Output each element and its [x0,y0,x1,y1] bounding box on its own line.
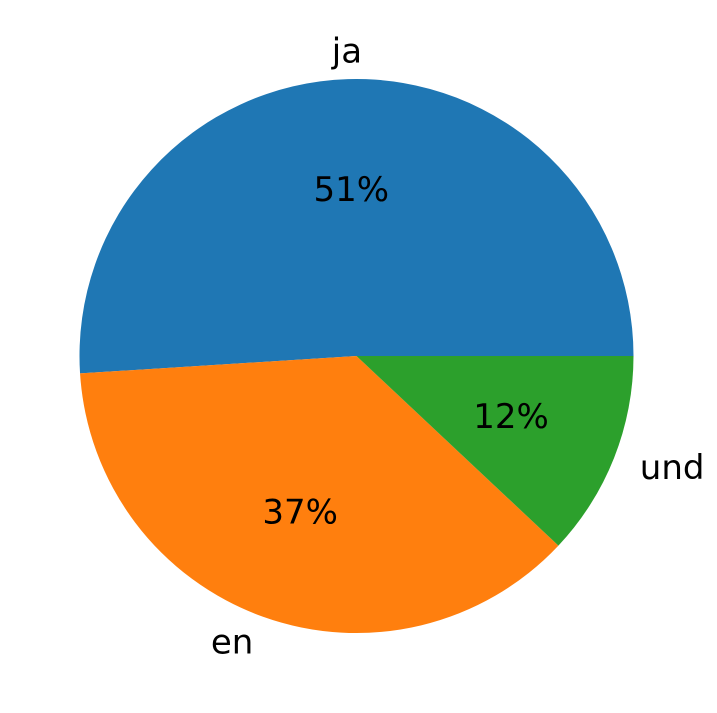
pie-slice-und [356,356,634,546]
pie-labels: 51% ja 37% en 12% und [211,31,705,662]
pie-slice-ja [79,78,634,374]
pie-pct-label-ja: 51% [313,170,389,210]
pie-category-label-ja: ja [331,31,362,71]
pie-slice-en [80,356,559,633]
pie-slices [79,78,634,633]
pie-category-label-und: und [640,448,705,488]
pie-pct-label-und: 12% [473,397,549,437]
pie-pct-label-en: 37% [262,492,338,532]
pie-category-label-en: en [211,623,253,663]
